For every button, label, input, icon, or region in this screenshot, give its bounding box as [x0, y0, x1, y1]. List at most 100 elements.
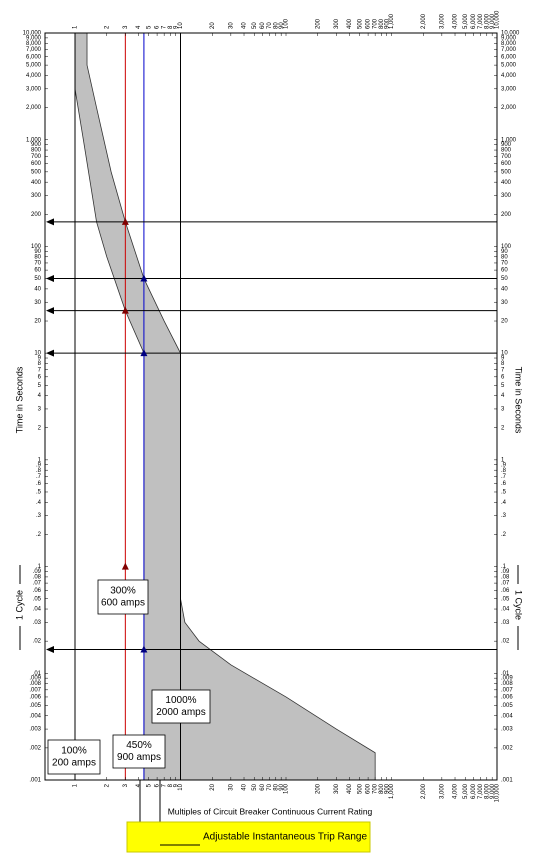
x-tick-label: 1 — [73, 783, 79, 787]
x-tick-label: 900 — [384, 783, 390, 794]
y-tick-label: 700 — [31, 154, 42, 160]
x-tick-label: 300 — [334, 18, 340, 29]
y-tick-label: 500 — [501, 169, 512, 175]
x-tick-label: 700 — [373, 18, 379, 29]
y-tick-label: .4 — [501, 500, 507, 506]
x-tick-label: 10 — [178, 22, 184, 29]
x-tick-label: 6,000 — [471, 13, 477, 29]
y-tick-label: 40 — [34, 286, 41, 292]
x-tick-label: 500 — [357, 18, 363, 29]
y-tick-label: 5,000 — [26, 63, 42, 69]
y-tick-label: 3,000 — [26, 86, 42, 92]
x-tick-label: 70 — [267, 22, 273, 29]
x-tick-label: 9,000 — [490, 13, 496, 29]
y-tick-label: .007 — [501, 687, 513, 693]
x-tick-label: 7,000 — [478, 783, 484, 799]
plot-content — [74, 33, 376, 780]
y-tick-label: 80 — [34, 254, 41, 260]
y-tick-label: .006 — [29, 695, 41, 701]
y-tick-label: 200 — [501, 212, 512, 218]
y-tick-label: 3 — [501, 407, 505, 413]
range-box — [126, 821, 371, 853]
x-tick-label: 9 — [173, 783, 179, 787]
y-tick-label: 5,000 — [501, 63, 517, 69]
x-tick-label: 5,000 — [463, 783, 469, 799]
y-tick-label: 900 — [501, 142, 512, 148]
x-tick-label: 100 — [284, 783, 290, 794]
marker — [140, 274, 148, 282]
x-tick-label: 50 — [252, 22, 258, 29]
y-tick-label: 10,000 — [23, 31, 42, 37]
y-tick-label: 9 — [501, 356, 505, 362]
y-tick-label: 600 — [31, 161, 42, 167]
x-tick-label: 8,000 — [484, 783, 490, 799]
x-tick-label: 4,000 — [453, 13, 459, 29]
annotation-box — [97, 579, 149, 615]
y-tick-label: 7 — [38, 367, 42, 373]
y-tick-label: 100 — [31, 244, 42, 250]
x-tick-label: 90 — [279, 783, 285, 790]
x-tick-label: 8,000 — [484, 13, 490, 29]
x-tick-label: 10,000 — [495, 783, 501, 802]
x-tick-label: 40 — [242, 783, 248, 790]
y-tick-label: 200 — [31, 212, 42, 218]
annotation-text: 200 amps — [52, 758, 96, 769]
y-tick-label: .003 — [501, 727, 513, 733]
y-tick-label: .4 — [36, 500, 42, 506]
y-tick-label: 300 — [501, 193, 512, 199]
y-tick-label: 1,000 — [26, 137, 42, 143]
x-tick-label: 9 — [173, 25, 179, 29]
y-tick-label: .06 — [33, 588, 42, 594]
y-tick-label: .004 — [501, 713, 513, 719]
y-tick-label: .3 — [36, 513, 42, 519]
x-tick-label: 60 — [260, 783, 266, 790]
y-tick-label: 10,000 — [501, 31, 520, 37]
annotation-text: 900 amps — [117, 752, 161, 763]
x-tick-label: 2 — [104, 783, 110, 787]
y-tick-label: 4 — [38, 393, 42, 399]
y-tick-label: .008 — [501, 681, 513, 687]
x-tick-label: 7 — [162, 783, 168, 787]
x-tick-label: 400 — [347, 18, 353, 29]
x-tick-label: 5 — [146, 25, 152, 29]
x-tick-label: 400 — [347, 783, 353, 794]
arrow-head — [46, 349, 54, 357]
x-tick-label: 8 — [168, 25, 174, 29]
y-tick-label: 300 — [31, 193, 42, 199]
y-tick-label: .3 — [501, 513, 507, 519]
y-tick-label: .04 — [501, 607, 510, 613]
x-tick-label: 6 — [155, 783, 161, 787]
x-tick-label: 2,000 — [421, 13, 427, 29]
x-tick-label: 600 — [366, 783, 372, 794]
y-tick-label: 50 — [501, 276, 508, 282]
y-tick-label: .08 — [33, 574, 42, 580]
y-tick-label: 2,000 — [26, 105, 42, 111]
y-tick-label: 70 — [501, 261, 508, 267]
x-tick-label: 20 — [210, 22, 216, 29]
y-tick-label: .001 — [29, 778, 41, 784]
annotation-text: 450% — [126, 740, 152, 751]
marker — [121, 306, 129, 314]
y-tick-label: .7 — [36, 474, 42, 480]
y-tick-label: 5 — [501, 383, 505, 389]
x-tick-label: 90 — [279, 22, 285, 29]
y-tick-label: .07 — [33, 581, 42, 587]
y-tick-label: .5 — [501, 490, 507, 496]
y-tick-label: 3 — [38, 407, 42, 413]
x-tick-label: 200 — [315, 18, 321, 29]
y-tick-label: .5 — [36, 490, 42, 496]
plot-area — [45, 33, 497, 780]
x-tick-label: 80 — [273, 22, 279, 29]
y-tick-label: .006 — [501, 695, 513, 701]
y-tick-label: 7,000 — [26, 47, 42, 53]
arrow-head — [46, 307, 54, 315]
y-tick-label: 70 — [34, 261, 41, 267]
y-tick-label: 8,000 — [26, 41, 42, 47]
y-tick-label: .005 — [501, 703, 513, 709]
annotation-text: 1000% — [165, 695, 196, 706]
y-tick-label: 80 — [501, 254, 508, 260]
y-tick-label: 9,000 — [501, 35, 517, 41]
y-tick-label: 20 — [34, 319, 41, 325]
trip-curve — [74, 33, 145, 780]
y-tick-label: .01 — [501, 671, 510, 677]
